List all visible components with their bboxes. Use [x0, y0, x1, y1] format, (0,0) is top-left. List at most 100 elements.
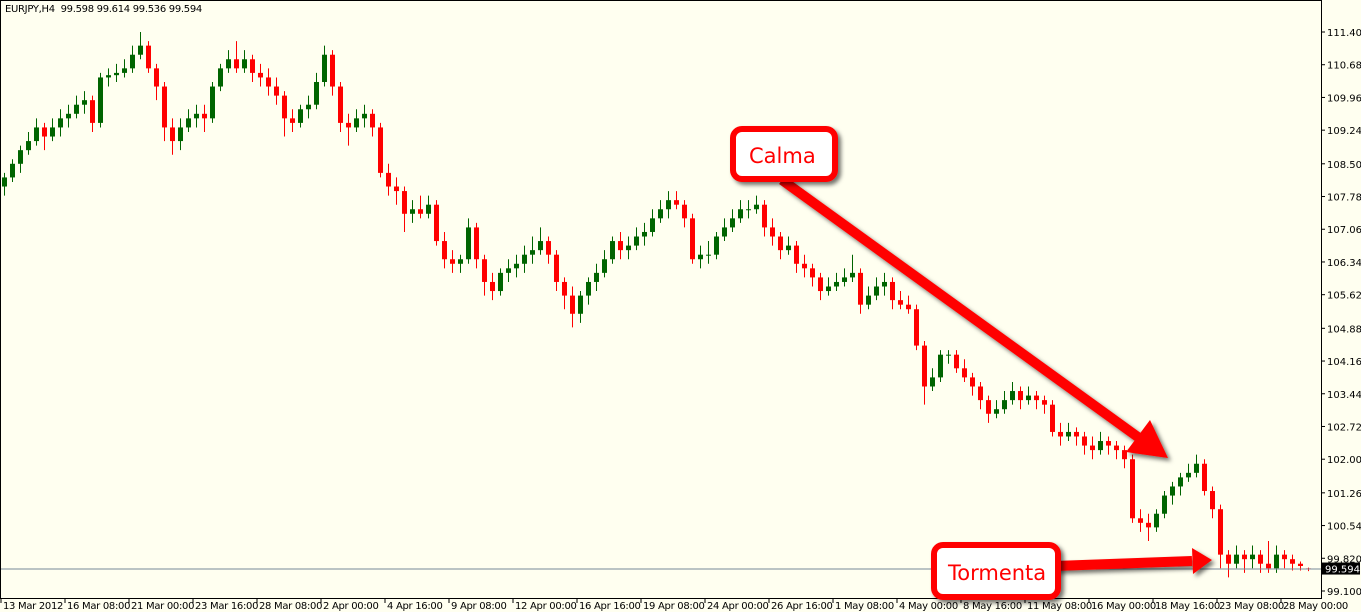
candle-body — [650, 218, 655, 232]
candle — [874, 277, 879, 301]
candle-body — [618, 241, 623, 251]
candle-body — [170, 127, 175, 142]
candle-body — [498, 272, 503, 292]
candle — [594, 263, 599, 292]
time-tick-label: 12 Apr 00:00 — [515, 601, 577, 612]
candle — [26, 131, 31, 155]
time-tick-label: 28 Mar 08:00 — [259, 601, 322, 612]
candle-body — [1226, 554, 1231, 564]
candle — [130, 45, 135, 73]
candle-body — [1162, 495, 1167, 514]
price-tick-label: 104.160 — [1327, 357, 1361, 368]
candle-body — [866, 295, 871, 305]
time-axis[interactable]: 13 Mar 2012 16 Mar 08:00 21 Mar 00:00 23 Ma… — [0, 598, 1348, 612]
candle — [1138, 509, 1143, 532]
ohlc-readout: 99.598 99.614 99.536 99.594 — [60, 4, 203, 15]
candle — [730, 209, 735, 232]
candle-body — [1098, 441, 1103, 451]
candle-body — [514, 263, 519, 269]
candle-body — [82, 100, 87, 105]
price-tick-label: 109.960 — [1327, 93, 1361, 104]
price-tick-label: 110.680 — [1327, 61, 1361, 72]
candle — [1162, 491, 1167, 519]
candle — [842, 268, 847, 287]
candle-body — [1170, 486, 1175, 496]
candle — [890, 277, 895, 310]
candle — [626, 236, 631, 260]
candle — [370, 109, 375, 137]
candle-body — [826, 286, 831, 292]
chart-header: EURJPY,H4 99.598 99.614 99.536 99.594 — [5, 4, 202, 15]
candle — [1218, 504, 1223, 569]
candle — [514, 254, 519, 278]
candle-body — [890, 281, 895, 301]
candle — [434, 200, 439, 246]
candle — [802, 254, 807, 278]
arrow-right-icon — [1054, 548, 1212, 574]
candle — [930, 368, 935, 392]
candle-body — [1138, 518, 1143, 523]
candle — [1042, 395, 1047, 414]
candle-body — [698, 254, 703, 260]
candle-body — [1186, 472, 1191, 478]
candle-body — [874, 286, 879, 296]
candle-body — [1002, 400, 1007, 410]
time-tick-label: 23 May 08:00 — [1219, 601, 1284, 612]
candle — [1026, 386, 1031, 405]
candle-body — [202, 113, 207, 119]
candle-body — [130, 54, 135, 69]
candle-body — [1066, 431, 1071, 437]
candle — [866, 286, 871, 310]
candle — [498, 268, 503, 296]
candle-body — [1242, 554, 1247, 560]
candle-body — [1266, 563, 1271, 569]
candle-body — [1058, 431, 1063, 437]
candle-body — [1282, 554, 1287, 560]
candle-body — [106, 75, 111, 78]
candle — [778, 231, 783, 260]
candle — [1122, 445, 1127, 469]
candle — [258, 63, 263, 87]
candle — [1226, 550, 1231, 578]
candle — [122, 59, 127, 78]
time-tick-label: 16 Mar 08:00 — [67, 601, 130, 612]
candle-body — [74, 104, 79, 114]
current-price-label: 99.594 — [1322, 562, 1360, 576]
candle-body — [1106, 441, 1111, 446]
price-tick-label: 107.780 — [1327, 193, 1361, 204]
candle-body — [730, 218, 735, 228]
time-tick-label: 21 Mar 00:00 — [131, 601, 194, 612]
candle-body — [314, 81, 319, 105]
candle — [738, 200, 743, 223]
candle — [386, 163, 391, 196]
candle-body — [906, 304, 911, 310]
candle — [978, 381, 983, 410]
candle-body — [434, 204, 439, 242]
candle — [858, 268, 863, 314]
time-tick-label: 24 Apr 00:00 — [707, 601, 769, 612]
candle — [954, 350, 959, 373]
annotation-calma[interactable]: Calma — [730, 126, 1168, 458]
candle-body — [882, 281, 887, 287]
candle-body — [834, 281, 839, 287]
candles-layer — [2, 32, 1311, 578]
candle-body — [138, 45, 143, 55]
price-tick-label: 99.100 — [1327, 587, 1361, 598]
candle — [1074, 427, 1079, 446]
annotation-tormenta[interactable]: Tormenta — [931, 542, 1212, 600]
candle-body — [442, 241, 447, 260]
candle — [722, 218, 727, 242]
candle-body — [90, 100, 95, 123]
candle — [186, 109, 191, 132]
candle-body — [10, 163, 15, 178]
candle — [450, 250, 455, 273]
symbol-timeframe: EURJPY,H4 — [5, 4, 55, 15]
candle-body — [482, 259, 487, 282]
candle-body — [1034, 395, 1039, 401]
price-tick-label: 100.540 — [1327, 522, 1361, 533]
candle-body — [850, 272, 855, 278]
candle-body — [954, 354, 959, 369]
candle-body — [738, 209, 743, 219]
candle — [1114, 441, 1119, 460]
